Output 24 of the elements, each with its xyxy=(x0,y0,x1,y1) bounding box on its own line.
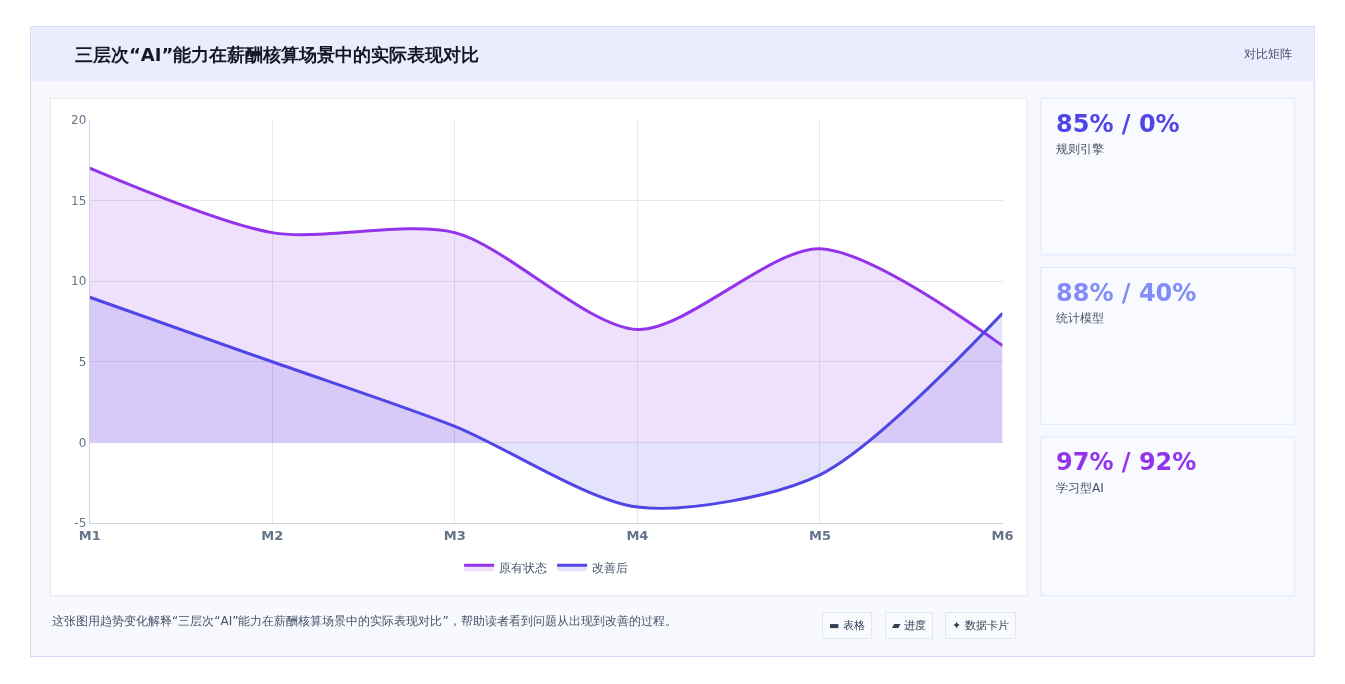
text: 88% / 40% xyxy=(1056,279,1197,307)
text: 统计模型 xyxy=(1056,311,1104,325)
text: 85% / 0% xyxy=(1056,110,1180,138)
x-tick-label: M6 xyxy=(991,527,1014,543)
text: 这张图用趋势变化解释“三层次“AI”能力在薪酬核算场景中的实际表现对比”，帮助读者看到问题从出现到改善的过程。 xyxy=(52,614,677,628)
y-tick-label: 0 xyxy=(78,435,87,450)
x-tick-label: M5 xyxy=(808,527,831,543)
text: ✦ 数据卡片 xyxy=(952,619,1009,632)
legend-label: 原有状态 xyxy=(499,560,548,575)
x-tick-label: M2 xyxy=(261,527,284,543)
y-tick-label: 15 xyxy=(71,193,87,208)
text: 对比矩阵 xyxy=(1244,47,1292,61)
x-tick-label: M4 xyxy=(626,527,649,543)
chart-title: 三层次“AI”能力在薪酬核算场景中的实际表现对比 xyxy=(75,44,480,65)
text: 学习型AI xyxy=(1056,481,1104,495)
text: ▬ 表格 xyxy=(829,619,865,632)
y-tick-label: 20 xyxy=(71,112,87,127)
text: 97% / 92% xyxy=(1056,448,1197,476)
y-tick-label: 5 xyxy=(78,354,87,369)
x-tick-label: M3 xyxy=(443,527,466,543)
legend-label: 改善后 xyxy=(592,560,629,575)
y-tick-label: 10 xyxy=(71,274,87,289)
text: ▰ 进度 xyxy=(892,619,926,632)
text: 规则引擎 xyxy=(1056,142,1104,156)
